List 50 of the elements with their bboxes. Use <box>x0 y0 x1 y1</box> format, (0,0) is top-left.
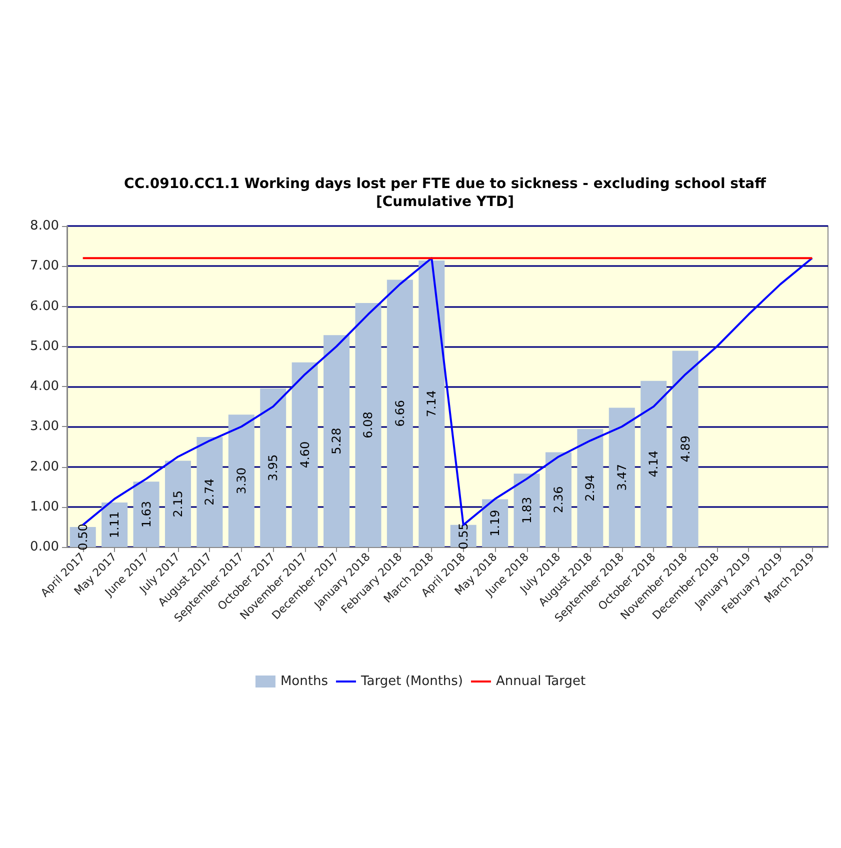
y-tick-label: 5.00 <box>30 338 59 354</box>
data-label: 3.30 <box>234 467 248 494</box>
bar <box>133 482 160 547</box>
bar <box>324 335 350 547</box>
bar <box>640 380 667 547</box>
chart-title: CC.0910.CC1.1 Working days lost per FTE due to sickness - excluding school staff [Cumulative YTD] <box>124 176 767 210</box>
y-tick-label: 6.00 <box>30 298 59 314</box>
bar <box>672 350 698 547</box>
bar <box>102 502 128 547</box>
data-label: 1.63 <box>139 500 154 528</box>
data-label: 1.83 <box>520 496 534 524</box>
bar <box>228 414 254 547</box>
y-tick-label: 7.00 <box>30 258 59 274</box>
y-tick-label: 1.00 <box>30 499 59 514</box>
bar <box>577 429 604 547</box>
bar <box>608 408 635 547</box>
bar <box>418 260 445 547</box>
data-label: 4.89 <box>678 436 692 462</box>
bar <box>164 460 191 547</box>
y-tick-label: 4.00 <box>30 379 59 394</box>
y-tick-label: 0.00 <box>30 540 59 554</box>
data-label: 6.66 <box>392 400 407 427</box>
bar <box>514 474 540 547</box>
data-label: 7.14 <box>424 390 439 418</box>
data-label: 4.14 <box>646 450 661 478</box>
y-tick-label: 3.00 <box>30 419 59 434</box>
data-label: 1.11 <box>108 511 122 538</box>
legend-label: Target (Months) <box>360 674 463 689</box>
y-tick-label: 8.00 <box>30 218 59 234</box>
data-label: 2.74 <box>202 478 217 506</box>
data-label: 2.94 <box>583 474 598 502</box>
bar <box>260 388 286 547</box>
legend-label: Annual Target <box>496 674 586 689</box>
legend-label: Months <box>280 674 328 689</box>
bar <box>545 452 572 547</box>
bar <box>292 362 318 547</box>
bar <box>355 303 382 547</box>
data-label: 0.50 <box>76 524 90 550</box>
data-label: 6.08 <box>361 412 376 438</box>
data-label: 2.36 <box>551 486 566 514</box>
y-tick-label: 2.00 <box>30 459 59 474</box>
bar <box>482 499 508 547</box>
data-label: 1.19 <box>488 510 502 536</box>
data-label: 3.47 <box>614 464 629 491</box>
data-label: 4.60 <box>298 441 312 468</box>
data-label: 3.95 <box>266 454 280 482</box>
data-label: 5.28 <box>330 428 344 454</box>
bar <box>196 437 223 547</box>
data-label: 2.15 <box>170 490 185 518</box>
bar <box>386 280 413 547</box>
